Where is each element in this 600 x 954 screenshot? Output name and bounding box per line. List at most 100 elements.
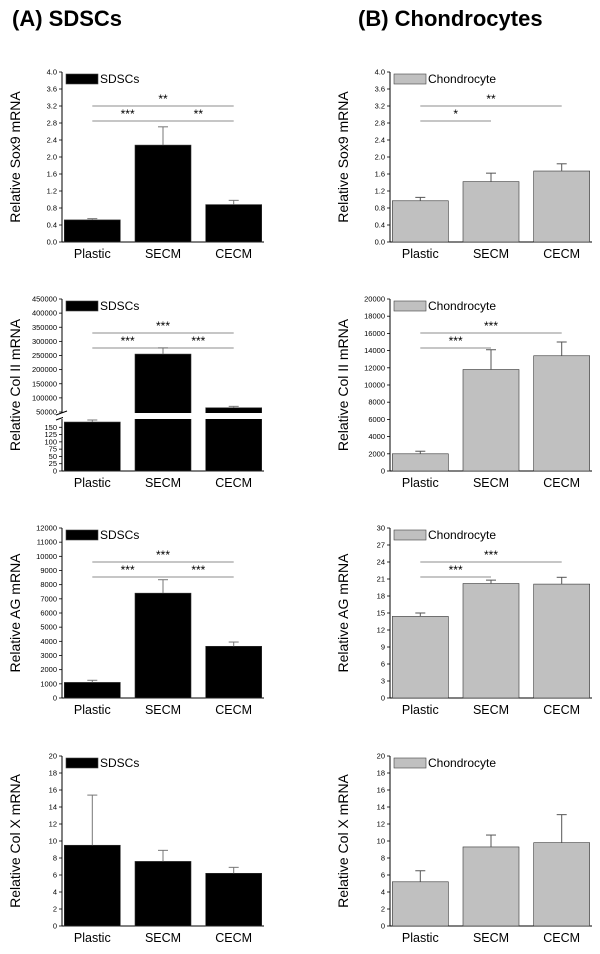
y-axis-label: Relative Col X mRNA <box>335 773 351 907</box>
x-category-label: Plastic <box>74 931 111 945</box>
y-tick-label: 2.4 <box>47 136 57 145</box>
legend-swatch <box>393 73 427 85</box>
y-tick-label: 12 <box>377 626 385 635</box>
y-tick-label: 18000 <box>364 312 385 321</box>
x-category-label: Plastic <box>402 703 439 717</box>
y-tick-label: 8 <box>381 854 385 863</box>
y-tick-label: 150000 <box>32 379 57 388</box>
y-tick-label: 350000 <box>32 323 57 332</box>
legend-swatch <box>393 757 427 769</box>
y-tick-label: 3.6 <box>47 85 57 94</box>
y-tick-label: 0 <box>381 467 385 476</box>
y-tick-label: 5000 <box>40 623 57 632</box>
bar-cecm <box>205 872 262 927</box>
y-tick-label: 100000 <box>32 393 57 402</box>
y-tick-label: 1000 <box>40 679 57 688</box>
x-category-label: SECM <box>473 931 509 945</box>
y-axis-label: Relative AG mRNA <box>7 553 23 673</box>
y-tick-label: 30 <box>377 524 385 533</box>
y-tick-label: 11000 <box>37 538 57 547</box>
y-tick-label: 200000 <box>32 365 57 374</box>
y-tick-label: 2 <box>381 905 385 914</box>
y-tick-label: 6 <box>381 660 385 669</box>
y-tick-label: 2.0 <box>375 153 385 162</box>
y-tick-label: 12 <box>377 820 385 829</box>
bar-secm <box>134 861 192 927</box>
significance-label: *** <box>484 319 498 333</box>
axis-break-gap <box>56 413 66 419</box>
y-tick-label: 27 <box>377 541 385 550</box>
x-category-label: Plastic <box>402 247 439 261</box>
bar-plastic <box>64 844 121 927</box>
y-tick-label: 9000 <box>40 566 57 575</box>
y-tick-label: 150 <box>44 423 57 432</box>
y-tick-label: 1.2 <box>47 187 57 196</box>
bar-secm <box>462 369 520 472</box>
significance-label: ** <box>486 92 496 106</box>
y-tick-label: 100 <box>44 437 57 446</box>
y-tick-label: 3000 <box>40 651 57 660</box>
significance-label: *** <box>156 548 170 562</box>
x-category-label: SECM <box>473 247 509 261</box>
y-tick-label: 10 <box>377 837 385 846</box>
y-tick-label: 6 <box>381 871 385 880</box>
bar-secm <box>462 583 520 699</box>
x-category-label: SECM <box>145 703 181 717</box>
legend-swatch <box>393 529 427 541</box>
y-tick-label: 4000 <box>40 637 57 646</box>
y-tick-label: 8000 <box>40 580 57 589</box>
bar-cecm <box>533 842 591 927</box>
chart-a-col10: 0 2 4 6 8 10 12 14 16 18 20 Plastic SECM CECM Relative… <box>7 752 264 945</box>
x-category-label: SECM <box>145 476 181 490</box>
y-tick-label: 400000 <box>32 309 57 318</box>
y-tick-label: 18 <box>377 769 385 778</box>
y-tick-label: 16000 <box>364 329 385 338</box>
bar-cecm <box>533 355 591 472</box>
y-tick-label: 4000 <box>368 432 385 441</box>
y-tick-label: 6 <box>53 871 57 880</box>
y-tick-label: 0.0 <box>47 238 57 247</box>
x-category-label: CECM <box>543 931 580 945</box>
significance-label: *** <box>156 319 170 333</box>
x-category-label: Plastic <box>74 247 111 261</box>
y-tick-label: 10 <box>49 837 57 846</box>
y-tick-label: 0 <box>53 694 57 703</box>
legend-label: SDSCs <box>100 72 139 86</box>
y-tick-label: 250000 <box>32 351 57 360</box>
y-tick-label: 12000 <box>36 524 57 533</box>
y-tick-label: 15 <box>377 609 385 618</box>
y-tick-label: 1.2 <box>375 187 385 196</box>
bar-secm <box>462 181 520 243</box>
y-tick-label: 2000 <box>40 665 57 674</box>
chart-b-sox9: 0.0 0.4 0.8 1.2 1.6 2.0 2.4 2.8 3.2 3.6 4.0 Plastic… <box>335 68 592 261</box>
y-tick-label: 3 <box>381 677 385 686</box>
legend-label: Chondrocyte <box>428 756 496 770</box>
y-tick-label: 0.0 <box>375 238 385 247</box>
y-tick-label: 4 <box>53 888 57 897</box>
significance-label: *** <box>191 563 205 577</box>
y-tick-label: 3.2 <box>47 102 57 111</box>
x-category-label: SECM <box>145 247 181 261</box>
x-category-label: Plastic <box>402 931 439 945</box>
x-category-label: Plastic <box>74 703 111 717</box>
bar-plastic <box>64 421 121 472</box>
y-tick-label: 16 <box>377 786 385 795</box>
y-tick-label: 2.4 <box>375 136 385 145</box>
y-axis-label: Relative AG mRNA <box>335 553 351 673</box>
bar-secm <box>134 144 192 243</box>
chart-b-col2: 0 2000 4000 6000 8000 10000 12000 14000 16000 180… <box>335 295 592 490</box>
bar-plastic <box>391 453 449 472</box>
y-tick-label: 4 <box>381 888 385 897</box>
x-category-label: CECM <box>215 247 252 261</box>
significance-label: *** <box>121 107 135 121</box>
y-axis-label: Relative Col II mRNA <box>335 318 351 451</box>
chart-b-col10: 0 2 4 6 8 10 12 14 16 18 20 Plastic SECM CECM Relative… <box>335 752 592 945</box>
y-tick-label: 300000 <box>32 337 57 346</box>
y-tick-label: 0.8 <box>375 204 385 213</box>
y-tick-label: 125 <box>44 430 57 439</box>
bar-cecm <box>205 645 262 699</box>
bar-plastic <box>391 881 449 927</box>
bar-plastic <box>64 219 121 243</box>
y-tick-label: 2 <box>53 905 57 914</box>
